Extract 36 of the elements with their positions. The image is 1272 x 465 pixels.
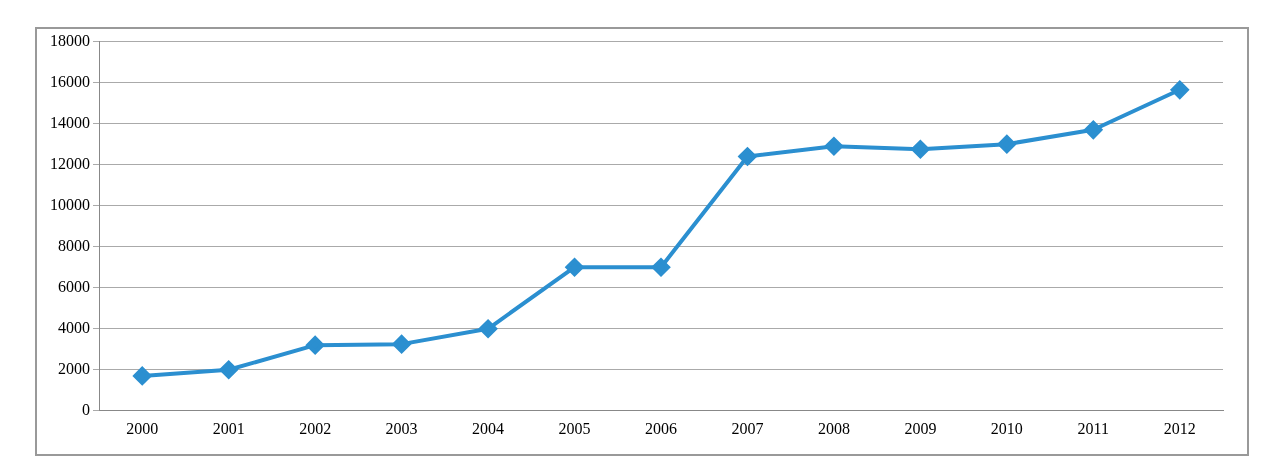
x-tick-label: 2007 — [731, 419, 764, 437]
point — [738, 147, 757, 166]
y-tick-label: 10000 — [50, 195, 90, 213]
x-tick-label: 2011 — [1077, 419, 1110, 437]
y-tick-label: 4000 — [58, 318, 90, 336]
x-tick-label: 2002 — [299, 419, 332, 437]
x-tick-label: 2006 — [645, 419, 677, 437]
point — [1170, 80, 1189, 99]
x-tick-label: 2004 — [472, 419, 505, 437]
x-tick-label: 2000 — [126, 419, 159, 437]
point — [219, 360, 238, 379]
point — [479, 319, 498, 338]
point — [997, 135, 1016, 154]
point — [1084, 120, 1103, 139]
x-tick-label: 2008 — [817, 419, 850, 437]
x-tick-label: 2009 — [904, 419, 937, 437]
y-tick-label: 18000 — [50, 31, 90, 49]
point — [824, 137, 843, 156]
point — [133, 366, 152, 385]
y-tick-label: 0 — [82, 401, 90, 418]
point — [565, 258, 584, 277]
y-tick-label: 14000 — [50, 113, 90, 131]
x-tick-label: 2012 — [1163, 419, 1196, 437]
y-tick-label: 16000 — [50, 72, 90, 90]
x-tick-label: 2001 — [212, 419, 245, 437]
y-tick-label: 12000 — [50, 154, 90, 172]
y-tick-label: 6000 — [58, 277, 90, 295]
point — [911, 140, 930, 159]
x-tick-label: 2010 — [990, 419, 1023, 437]
y-tick-label: 2000 — [58, 359, 90, 377]
x-tick-label: 2003 — [385, 419, 418, 437]
x-tick-label: 2005 — [558, 419, 591, 437]
point — [306, 336, 325, 355]
point — [652, 258, 670, 277]
point — [392, 335, 411, 354]
y-tick-label: 8000 — [58, 236, 90, 254]
